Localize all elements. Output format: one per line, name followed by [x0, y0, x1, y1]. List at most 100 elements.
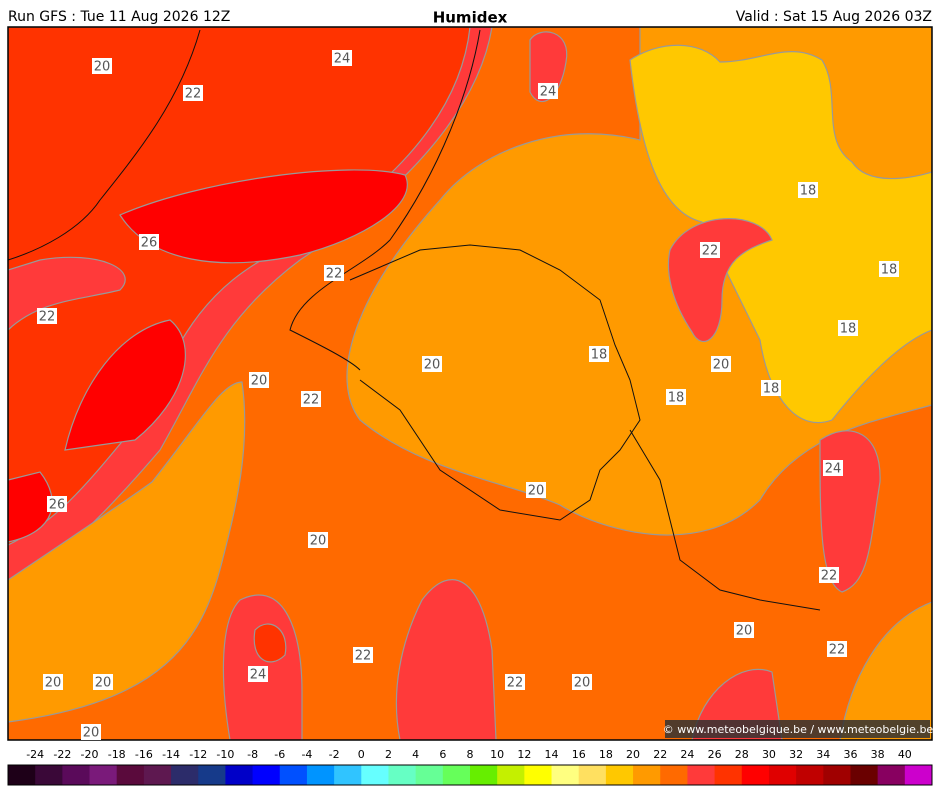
colorbar-label: 34: [816, 748, 830, 761]
colorbar-swatch: [35, 765, 63, 785]
colorbar-label: 36: [843, 748, 857, 761]
colorbar-label: 10: [490, 748, 504, 761]
contour-label: 24: [825, 462, 842, 477]
colorbar-swatch: [442, 765, 471, 785]
contour-label-bg: [734, 622, 754, 638]
contour-label-bg: [823, 460, 843, 476]
contour-label: 20: [713, 358, 730, 373]
colorbar-label: 30: [762, 748, 776, 761]
contour-label: 20: [310, 534, 327, 549]
contour-label-bg: [526, 482, 546, 498]
colorbar-label: -18: [108, 748, 126, 761]
colorbar-label: 8: [467, 748, 474, 761]
contour-label-bg: [47, 496, 67, 512]
colorbar-label: -22: [53, 748, 71, 761]
colorbar-swatch: [768, 765, 797, 785]
colorbar-swatch: [741, 765, 770, 785]
contour-label: 20: [736, 624, 753, 639]
contour-label: 20: [83, 726, 100, 741]
colorbar-swatch: [415, 765, 444, 785]
colorbar-label: 24: [680, 748, 694, 761]
contour-label-bg: [798, 182, 818, 198]
contour-label: 26: [141, 236, 158, 251]
colorbar-swatch: [524, 765, 553, 785]
title: Humidex: [433, 9, 508, 27]
contour-label: 22: [326, 267, 343, 282]
copyright-box: [665, 720, 930, 738]
contour-label-bg: [700, 242, 720, 258]
colorbar-swatch: [388, 765, 417, 785]
colorbar-swatch: [198, 765, 226, 785]
contour-label-bg: [711, 356, 731, 372]
colorbar-label: 28: [735, 748, 749, 761]
colorbar-swatch: [497, 765, 525, 785]
contour-label: 22: [39, 310, 56, 325]
colorbar-label: 40: [898, 748, 912, 761]
contour-label: 20: [94, 60, 111, 75]
colorbar-label: 12: [517, 748, 531, 761]
colorbar-label: -8: [247, 748, 258, 761]
run-info: Run GFS : Tue 11 Aug 2026 12Z: [8, 9, 230, 25]
colorbar-swatch: [714, 765, 743, 785]
contour-label: 20: [574, 676, 591, 691]
colorbar-label: -24: [26, 748, 44, 761]
contour-label: 22: [303, 393, 320, 408]
copyright: © www.meteobelgique.be / www.meteobelgie…: [663, 723, 934, 736]
colorbar-swatch: [116, 765, 145, 785]
contour-label: 24: [334, 52, 351, 67]
colorbar-swatch: [279, 765, 308, 785]
colorbar-swatch: [578, 765, 607, 785]
colorbar-label: 6: [439, 748, 446, 761]
contour-label: 22: [355, 649, 372, 664]
contour-label-bg: [43, 674, 63, 690]
contour-label: 18: [881, 263, 898, 278]
colorbar-swatch: [361, 765, 389, 785]
colorbar-swatch: [877, 765, 906, 785]
colorbar-swatch: [823, 765, 851, 785]
colorbar-label: 26: [708, 748, 722, 761]
contour-label: 18: [668, 391, 685, 406]
colorbar-label: -6: [274, 748, 285, 761]
colorbar-label: 2: [385, 748, 392, 761]
contour-label: 26: [49, 498, 66, 513]
contour-label-bg: [827, 641, 847, 657]
colorbar-swatch: [143, 765, 172, 785]
colorbar-swatch: [633, 765, 661, 785]
contour-label-bg: [183, 85, 203, 101]
contour-label-bg: [422, 356, 442, 372]
contour-label-bg: [819, 567, 839, 583]
colorbar-label: 20: [626, 748, 640, 761]
contour-label-bg: [93, 674, 113, 690]
colorbar-swatch: [850, 765, 879, 785]
map-frame: [7, 26, 933, 741]
colorbar-swatch: [796, 765, 824, 785]
colorbar-label: -16: [135, 748, 153, 761]
colorbar-label: 22: [653, 748, 667, 761]
contour-label: 22: [821, 569, 838, 584]
contour-label-bg: [37, 308, 57, 324]
contour-label: 20: [251, 374, 268, 389]
colorbar-label: 32: [789, 748, 803, 761]
colorbar-swatch: [904, 765, 933, 785]
colorbar-swatch: [89, 765, 118, 785]
colorbar-swatch: [62, 765, 91, 785]
colorbar-label: -12: [189, 748, 207, 761]
contour-label-bg: [324, 265, 344, 281]
contour-label-bg: [139, 234, 159, 250]
colorbar-frame: [7, 764, 933, 786]
colorbar-swatch: [171, 765, 199, 785]
contour-label-bg: [589, 346, 609, 362]
contour-label-bg: [666, 389, 686, 405]
contour-label-bg: [879, 261, 899, 277]
colorbar-label: 18: [599, 748, 613, 761]
contour-label: 22: [829, 643, 846, 658]
colorbar-label: 14: [545, 748, 559, 761]
colorbar-label: -20: [81, 748, 99, 761]
contour-label: 18: [763, 382, 780, 397]
contour-label: 20: [424, 358, 441, 373]
colorbar-swatch: [470, 765, 498, 785]
contour-label-bg: [301, 391, 321, 407]
colorbar-label: -14: [162, 748, 180, 761]
contour-label: 20: [528, 484, 545, 499]
